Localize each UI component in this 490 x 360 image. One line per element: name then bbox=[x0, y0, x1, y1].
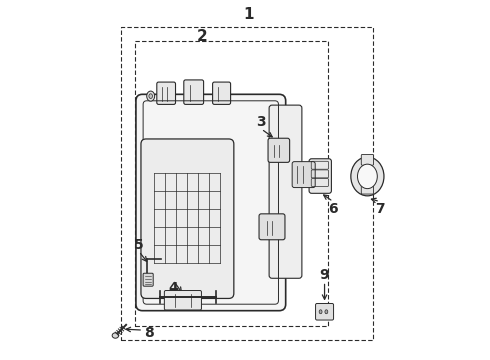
Bar bbox=[121, 27, 373, 340]
FancyBboxPatch shape bbox=[309, 159, 331, 193]
FancyBboxPatch shape bbox=[259, 214, 285, 240]
FancyBboxPatch shape bbox=[143, 273, 153, 286]
FancyBboxPatch shape bbox=[361, 183, 373, 194]
FancyBboxPatch shape bbox=[361, 154, 373, 165]
Text: 4: 4 bbox=[168, 281, 178, 295]
Ellipse shape bbox=[319, 310, 322, 314]
Text: 1: 1 bbox=[244, 7, 254, 22]
Ellipse shape bbox=[325, 310, 328, 314]
Text: 9: 9 bbox=[320, 268, 329, 282]
Text: 6: 6 bbox=[328, 202, 338, 216]
FancyBboxPatch shape bbox=[316, 303, 334, 320]
Ellipse shape bbox=[358, 164, 377, 189]
FancyBboxPatch shape bbox=[269, 105, 302, 278]
Ellipse shape bbox=[147, 91, 155, 101]
FancyBboxPatch shape bbox=[184, 80, 204, 104]
FancyBboxPatch shape bbox=[136, 94, 286, 311]
Ellipse shape bbox=[112, 333, 119, 338]
Ellipse shape bbox=[149, 94, 152, 99]
FancyBboxPatch shape bbox=[268, 138, 290, 162]
FancyBboxPatch shape bbox=[141, 139, 234, 298]
FancyBboxPatch shape bbox=[157, 82, 175, 104]
Bar bbox=[135, 41, 328, 326]
Text: 2: 2 bbox=[196, 28, 207, 44]
Text: 3: 3 bbox=[256, 116, 266, 129]
Text: 8: 8 bbox=[144, 326, 154, 339]
FancyBboxPatch shape bbox=[213, 82, 231, 104]
FancyBboxPatch shape bbox=[292, 162, 315, 188]
Text: 5: 5 bbox=[134, 238, 144, 252]
Ellipse shape bbox=[351, 157, 384, 196]
Text: 7: 7 bbox=[375, 202, 385, 216]
FancyBboxPatch shape bbox=[164, 291, 201, 310]
